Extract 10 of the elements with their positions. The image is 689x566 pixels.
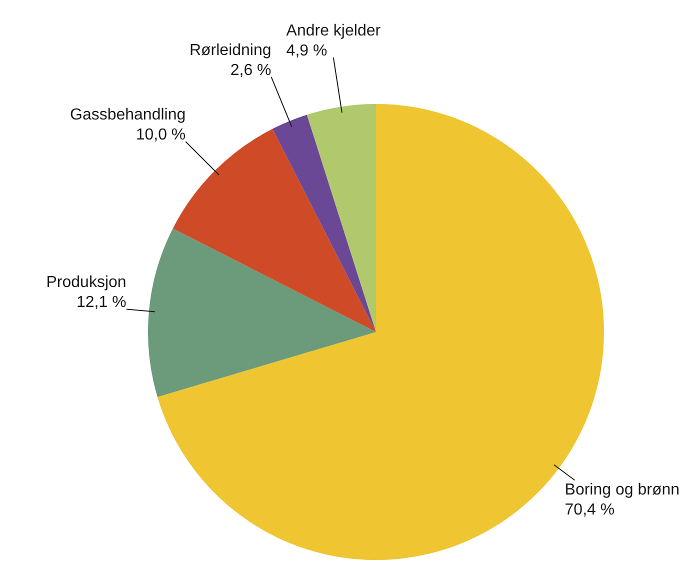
slice-label: Boring og brønn — [564, 481, 680, 498]
data-label: 2,6 % — [230, 62, 272, 79]
data-label: 10,0 % — [136, 126, 186, 144]
data-label: 12,1 % — [76, 294, 126, 312]
slice-label: Produksjon — [46, 274, 126, 292]
slice-label: Andre kjelder — [286, 22, 382, 40]
slice-label: Rørleidning — [189, 42, 272, 59]
data-label: 4,9 % — [286, 42, 328, 60]
slice-label: Gassbehandling — [70, 106, 186, 124]
data-label: 70,4 % — [564, 501, 615, 518]
